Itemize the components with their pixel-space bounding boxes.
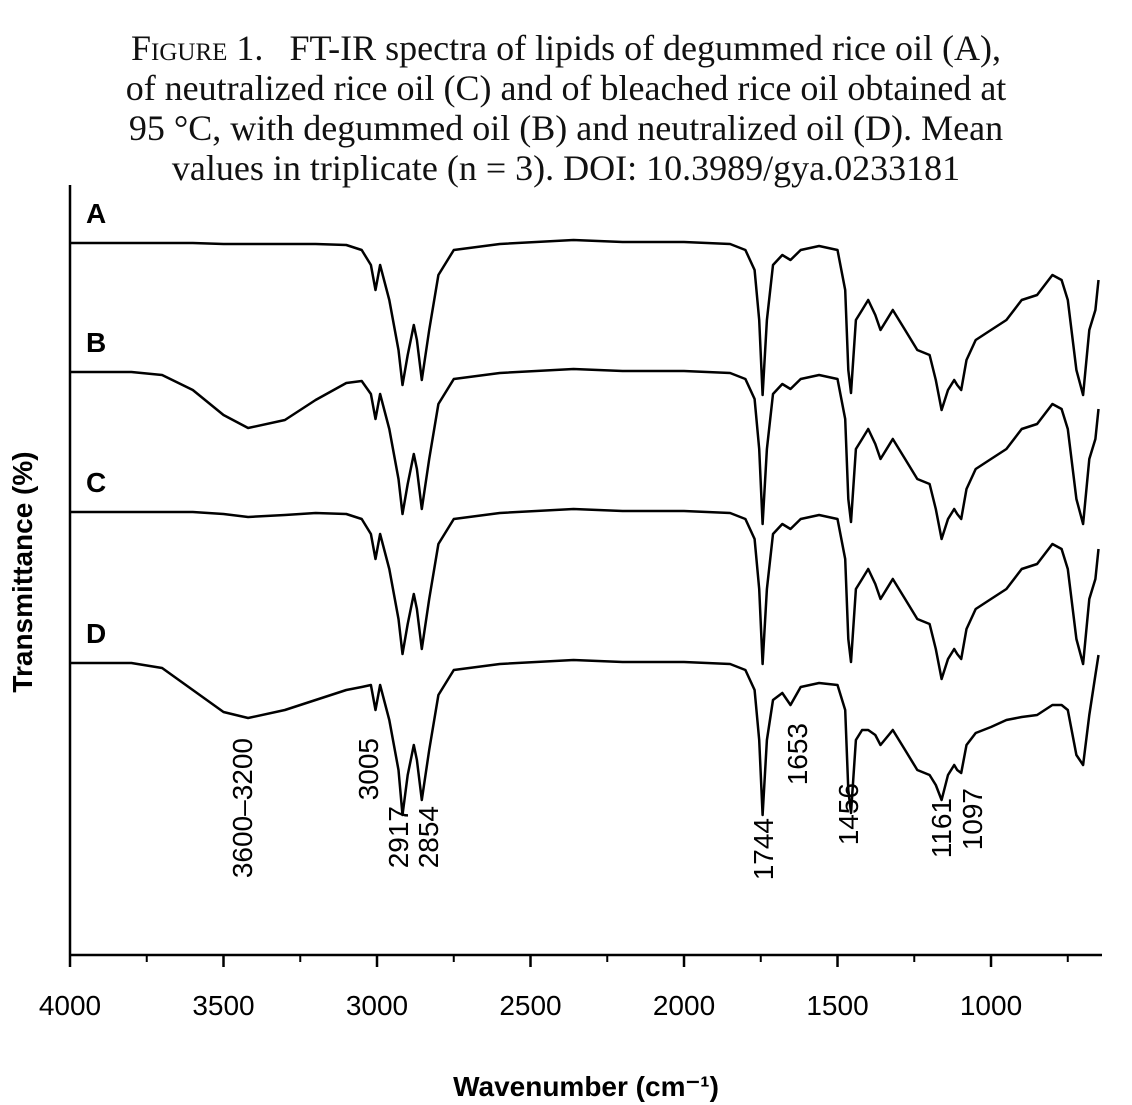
x-tick-label: 1000 bbox=[960, 990, 1022, 1021]
series-label: D bbox=[86, 618, 106, 649]
peak-annotation: 1097 bbox=[957, 788, 988, 850]
peak-annotation: 3600–3200 bbox=[227, 738, 258, 878]
title-line: FT-IR spectra of lipids of degummed rice… bbox=[289, 28, 1001, 68]
chart-title: Figure 1. FT-IR spectra of lipids of degu… bbox=[131, 28, 1001, 68]
peak-annotation: 3005 bbox=[353, 738, 384, 800]
peak-annotation: 1744 bbox=[748, 818, 779, 880]
x-tick-label: 3000 bbox=[346, 990, 408, 1021]
spectrum-line bbox=[70, 507, 1100, 681]
series-label: C bbox=[86, 467, 106, 498]
peak-annotation: 2917 bbox=[383, 806, 414, 868]
title-line: of neutralized rice oil (C) and of bleac… bbox=[126, 68, 1007, 108]
peak-annotation: 1456 bbox=[833, 783, 864, 845]
spectrum-line bbox=[70, 238, 1100, 412]
peak-annotation: 2854 bbox=[413, 806, 444, 868]
peak-annotation: 1161 bbox=[926, 798, 957, 858]
spectrum-line bbox=[70, 367, 1100, 541]
x-tick-label: 4000 bbox=[39, 990, 101, 1021]
series-label: A bbox=[86, 198, 106, 229]
y-axis-label: Transmittance (%) bbox=[7, 451, 38, 692]
series-label: B bbox=[86, 327, 106, 358]
spectrum-line bbox=[70, 654, 1100, 817]
x-tick-label: 2000 bbox=[653, 990, 715, 1021]
x-axis-label: Wavenumber (cm⁻¹) bbox=[453, 1071, 719, 1102]
x-tick-label: 2500 bbox=[499, 990, 561, 1021]
title-line: 95 °C, with degummed oil (B) and neutral… bbox=[129, 108, 1003, 148]
peak-annotation: 1653 bbox=[782, 723, 813, 785]
title-line: values in triplicate (n = 3). DOI: 10.39… bbox=[172, 148, 960, 188]
x-tick-label: 1500 bbox=[806, 990, 868, 1021]
figure-label: Figure 1. bbox=[131, 28, 263, 68]
x-tick-label: 3500 bbox=[192, 990, 254, 1021]
